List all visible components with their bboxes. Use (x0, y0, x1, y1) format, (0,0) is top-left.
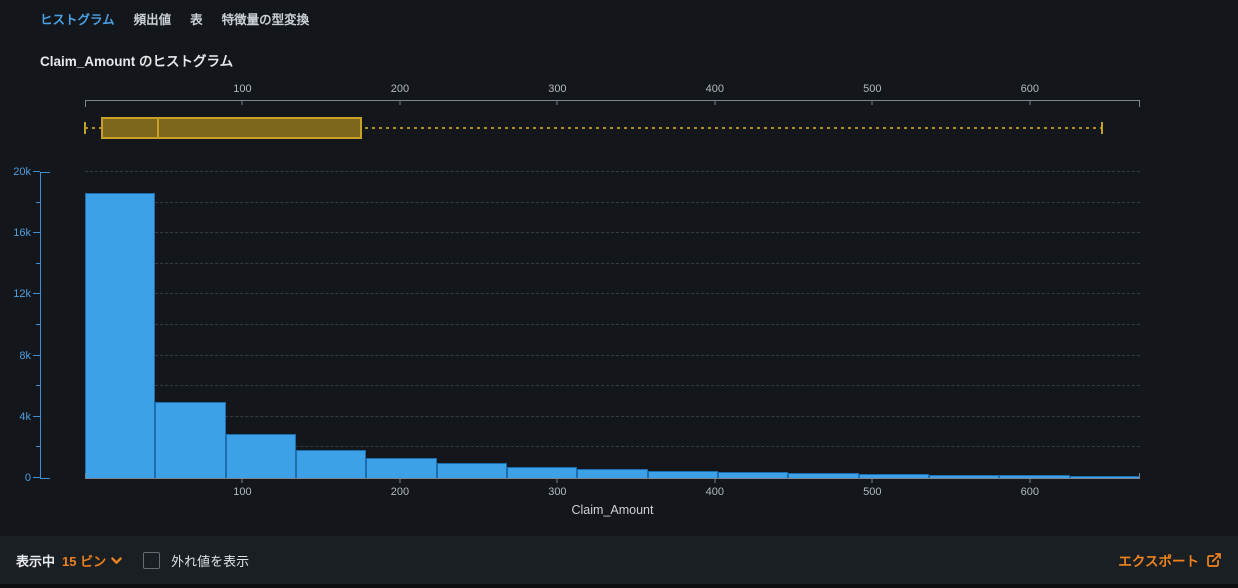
gridline (85, 415, 1140, 417)
show-outliers-checkbox[interactable] (143, 551, 161, 569)
histogram-y-axis: 0 4k 8k 12k 16k 20k (13, 166, 50, 484)
ruler-tick (399, 101, 401, 105)
gridline (85, 324, 1140, 325)
histogram-bar[interactable] (436, 462, 507, 478)
show-outliers-label: 外れ値を表示 (171, 553, 250, 569)
histogram-bar[interactable] (999, 475, 1070, 478)
ruler-tick (241, 101, 243, 105)
gridline (85, 232, 1140, 234)
boxplot-box[interactable] (100, 117, 363, 139)
histogram-bar[interactable] (788, 472, 859, 478)
x-tick-label: 500 (863, 486, 882, 498)
histogram-bar[interactable] (929, 474, 1000, 478)
histogram-bar[interactable] (85, 193, 156, 478)
bins-value: 15 ビン (62, 553, 107, 569)
ruler-tick-label: 300 (548, 83, 567, 95)
y-tick-label: 4k (19, 410, 31, 423)
y-minor-tick (36, 262, 40, 264)
ruler-line (85, 100, 1140, 101)
x-tick-label: 300 (548, 486, 567, 498)
ruler-tick-label: 600 (1020, 83, 1039, 95)
histogram-bar[interactable] (507, 466, 578, 478)
y-tick-label: 20k (13, 166, 31, 178)
histogram-bar[interactable] (366, 458, 437, 478)
x-tick-label: 100 (233, 486, 252, 498)
ruler-tick (714, 101, 716, 105)
y-tick (33, 477, 40, 478)
histogram-bar[interactable] (718, 471, 789, 478)
y-minor-tick (36, 385, 40, 387)
x-axis-end-cap (85, 473, 86, 479)
ruler-end-cap (1139, 100, 1140, 107)
x-tick-label: 200 (390, 486, 410, 498)
histogram-bar[interactable] (858, 473, 929, 478)
y-tick (33, 415, 40, 417)
tab-bar: ヒストグラム 頻出値 表 特徴量の型変換 (40, 9, 309, 28)
ruler-tick (556, 101, 558, 105)
y-tick-label: 0 (24, 472, 31, 484)
tab-table[interactable]: 表 (190, 13, 203, 27)
histogram-bar[interactable] (577, 468, 648, 478)
x-tick (1029, 479, 1031, 483)
x-tick (241, 479, 243, 483)
ruler-end-cap (85, 100, 86, 107)
histogram-plot-area (85, 171, 1140, 478)
ruler-tick (871, 101, 873, 105)
x-tick-label: 400 (705, 486, 725, 498)
y-tick-label: 16k (13, 227, 31, 240)
gridline (85, 293, 1140, 295)
boxplot-whisker-line (85, 127, 1103, 129)
footer-toolbar: 表示中 15 ビン 外れ値を表示 エクスポート (0, 536, 1238, 584)
boxplot-whisker-high-cap (1101, 122, 1104, 134)
ruler-tick-label: 100 (233, 83, 252, 95)
export-label: エクスポート (1118, 554, 1199, 569)
chevron-down-icon (110, 554, 123, 567)
bottom-edge-strip (0, 584, 1238, 588)
ruler-tick-label: 200 (390, 83, 410, 95)
page-title: Claim_Amount のヒストグラム (40, 54, 234, 69)
y-axis-end-cap (40, 478, 50, 479)
gridline (85, 446, 1140, 448)
x-tick (714, 479, 716, 483)
y-tick (33, 171, 40, 172)
gridline (85, 262, 1140, 264)
x-tick (556, 479, 558, 483)
gridline (85, 171, 1140, 172)
x-axis-line (85, 478, 1140, 479)
y-tick (33, 232, 40, 234)
histogram-bar[interactable] (155, 401, 226, 478)
ruler-tick-label: 400 (705, 83, 725, 95)
ruler-tick (1029, 101, 1031, 105)
gridline (85, 354, 1140, 356)
x-axis-title: Claim_Amount (571, 503, 654, 517)
y-axis-end-cap (40, 172, 50, 173)
y-minor-tick (36, 446, 40, 448)
y-minor-tick (36, 201, 40, 203)
y-tick-label: 8k (19, 349, 31, 362)
bins-dropdown[interactable]: 15 ビン (62, 551, 123, 570)
gridline (85, 201, 1140, 203)
histogram-bar[interactable] (647, 470, 718, 478)
tab-histogram[interactable]: ヒストグラム (40, 13, 115, 27)
boxplot (84, 117, 1140, 139)
ruler-tick-label: 500 (863, 83, 882, 95)
boxplot-median-line (157, 119, 160, 137)
y-tick (33, 293, 40, 295)
boxplot-whisker-low-cap (84, 122, 86, 134)
export-button[interactable]: エクスポート (1118, 550, 1222, 570)
histogram-bar[interactable] (225, 434, 296, 478)
gridline (85, 385, 1140, 387)
export-icon (1206, 552, 1222, 568)
y-minor-tick (36, 324, 40, 325)
tab-frequent-values[interactable]: 頻出値 (133, 13, 172, 27)
x-axis-end-cap (1139, 473, 1140, 479)
x-tick (399, 479, 401, 483)
x-tick-label: 600 (1020, 486, 1039, 498)
histogram-bar[interactable] (296, 449, 367, 478)
showing-label: 表示中 (16, 553, 56, 569)
y-tick-label: 12k (13, 288, 31, 301)
x-tick (871, 479, 873, 483)
tab-feature-type-conversion[interactable]: 特徴量の型変換 (221, 13, 310, 27)
y-tick (33, 354, 40, 356)
